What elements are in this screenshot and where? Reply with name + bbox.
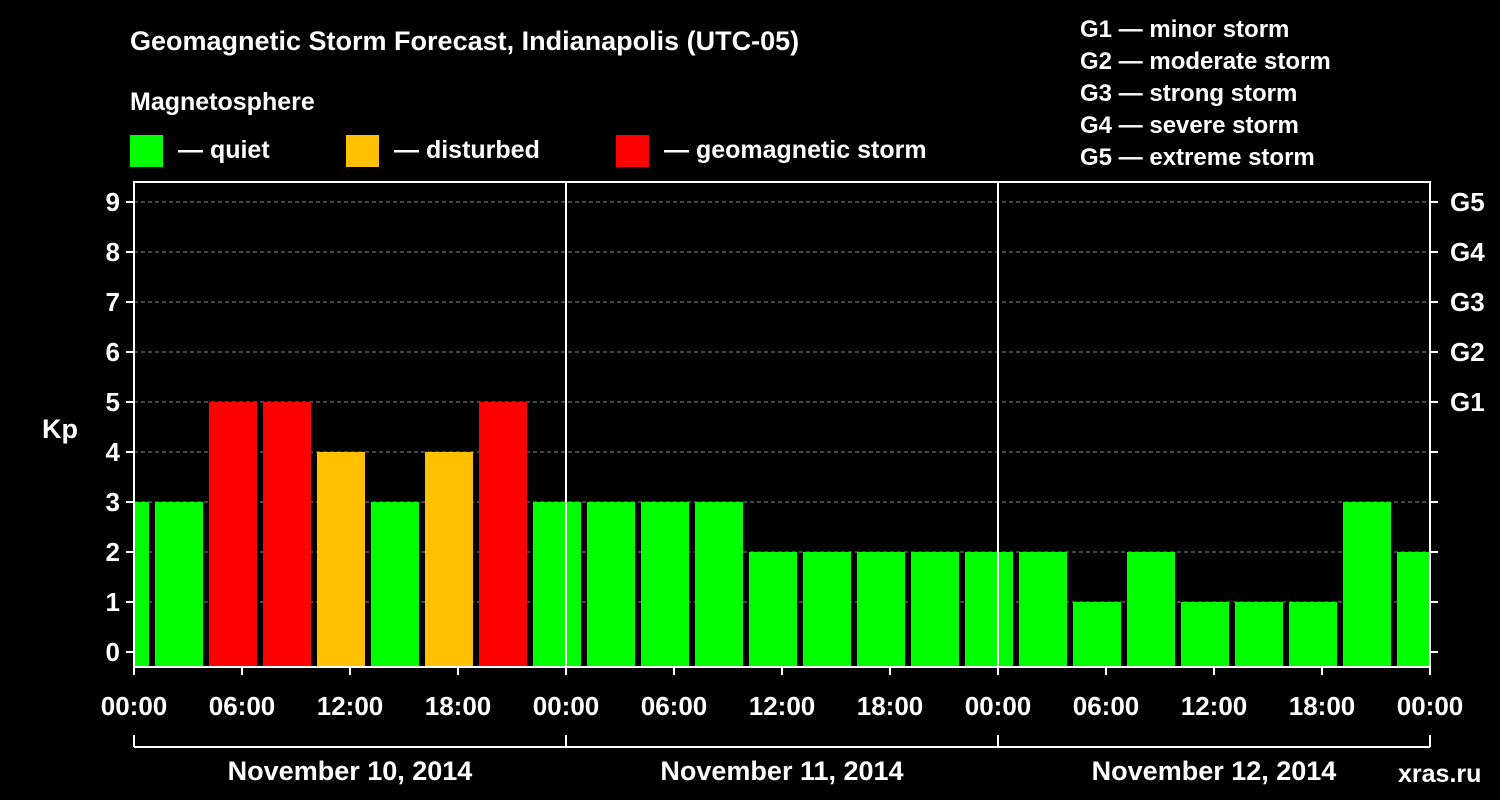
y-tick-label: 1: [106, 587, 120, 617]
kp-bar: [371, 502, 419, 667]
x-tick-label: 18:00: [425, 691, 492, 721]
g-scale-item-g1: G1 — minor storm: [1080, 16, 1289, 43]
kp-bar: [857, 552, 905, 667]
x-tick-label: 12:00: [317, 691, 384, 721]
y-tick-label: 9: [106, 187, 120, 217]
bars-layer: [134, 402, 1430, 667]
kp-bar: [749, 552, 797, 667]
legend-swatch-storm: [616, 135, 649, 167]
g-level-label: G3: [1450, 287, 1485, 317]
x-tick-label: 18:00: [857, 691, 924, 721]
y-axis: 0 1 2 3 4 5 6 7 8 9: [106, 187, 134, 667]
date-label: November 12, 2014: [1092, 756, 1337, 786]
kp-bar: [641, 502, 689, 667]
day-dividers: [565, 182, 999, 667]
g-scale-item-g3: G3 — strong storm: [1080, 80, 1297, 107]
x-tick-label: 12:00: [749, 691, 816, 721]
x-tick-label: 00:00: [533, 691, 600, 721]
kp-bar: [1397, 552, 1430, 667]
y-tick-label: 3: [106, 487, 120, 517]
x-tick-label: 00:00: [965, 691, 1032, 721]
x-tick-label: 00:00: [1397, 691, 1464, 721]
x-tick-label: 06:00: [1073, 691, 1140, 721]
date-axis: November 10, 2014 November 11, 2014 Novemb…: [133, 735, 1431, 786]
g-scale-item-g4: G4 — severe storm: [1080, 112, 1299, 139]
y-tick-label: 5: [106, 387, 120, 417]
legend-swatch-quiet: [130, 135, 163, 167]
x-tick-label: 18:00: [1289, 691, 1356, 721]
kp-bar: [803, 552, 851, 667]
kp-bar: [134, 502, 149, 667]
kp-bar: [425, 452, 473, 667]
g-level-label: G1: [1450, 387, 1485, 417]
x-axis: 00:00 06:00 12:00 18:00 00:00 06:00 12:00 18:00…: [101, 667, 1464, 721]
kp-bar: [1181, 602, 1229, 667]
chart-title: Geomagnetic Storm Forecast, Indianapolis…: [130, 26, 799, 56]
kp-bar: [1343, 502, 1391, 667]
y-axis-label: Kp: [42, 414, 78, 444]
kp-bar: [155, 502, 203, 667]
legend-swatch-disturbed: [346, 135, 379, 167]
g-level-label: G2: [1450, 337, 1485, 367]
g-level-label: G4: [1450, 237, 1485, 267]
g-scale-item-g2: G2 — moderate storm: [1080, 48, 1331, 75]
kp-bar: [263, 402, 311, 667]
y-tick-label: 7: [106, 287, 120, 317]
y-tick-label: 6: [106, 337, 120, 367]
legend-label-disturbed: — disturbed: [394, 136, 540, 164]
kp-bar: [209, 402, 257, 667]
kp-bar: [1019, 552, 1067, 667]
right-g-axis: G1 G2 G3 G4 G5: [1430, 187, 1485, 653]
kp-bar: [587, 502, 635, 667]
kp-bar: [1289, 602, 1337, 667]
legend-label-storm: — geomagnetic storm: [664, 136, 927, 164]
g-scale-legend: G1 — minor storm G2 — moderate storm G3 …: [1080, 16, 1331, 171]
status-legend: — quiet — disturbed — geomagnetic storm: [130, 135, 927, 167]
x-tick-label: 06:00: [209, 691, 276, 721]
x-tick-label: 06:00: [641, 691, 708, 721]
legend-heading: Magnetosphere: [130, 88, 315, 116]
kp-bar: [1073, 602, 1121, 667]
legend-label-quiet: — quiet: [178, 136, 270, 164]
watermark: xras.ru: [1398, 760, 1481, 788]
y-tick-label: 8: [106, 237, 120, 267]
x-tick-label: 12:00: [1181, 691, 1248, 721]
y-tick-label: 0: [106, 637, 120, 667]
g-level-label: G5: [1450, 187, 1485, 217]
g-scale-item-g5: G5 — extreme storm: [1080, 144, 1315, 171]
kp-bar: [965, 552, 1013, 667]
kp-bar: [1235, 602, 1283, 667]
kp-bar: [911, 552, 959, 667]
kp-bar: [695, 502, 743, 667]
kp-bar: [1127, 552, 1175, 667]
kp-bar: [479, 402, 527, 667]
y-tick-label: 4: [106, 437, 121, 467]
date-label: November 11, 2014: [660, 756, 903, 786]
y-tick-label: 2: [106, 537, 120, 567]
x-tick-label: 00:00: [101, 691, 168, 721]
kp-bar: [533, 502, 581, 667]
kp-bar: [317, 452, 365, 667]
date-label: November 10, 2014: [228, 756, 473, 786]
